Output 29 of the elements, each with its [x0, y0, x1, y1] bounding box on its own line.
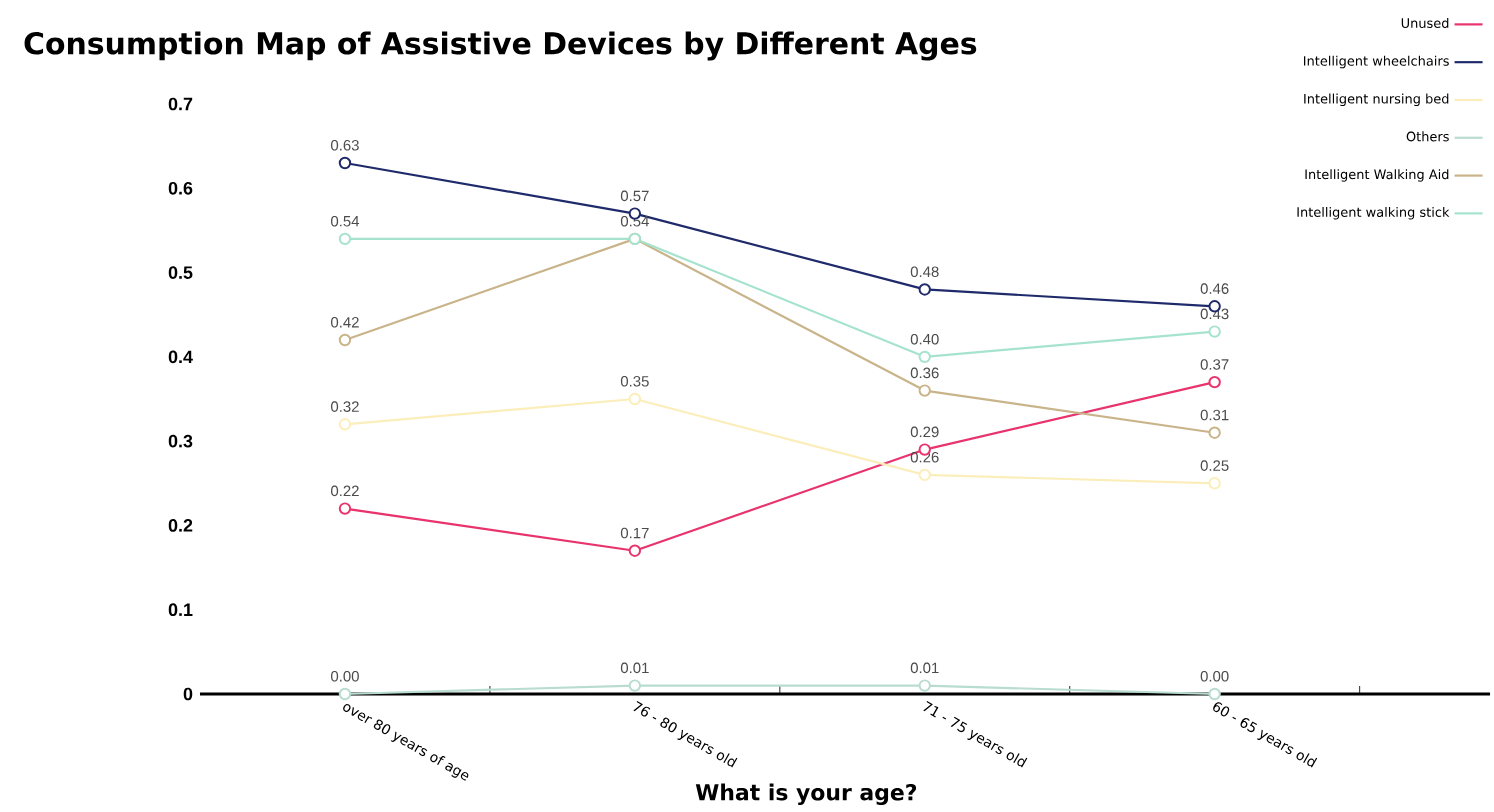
- point: [338, 232, 352, 246]
- point: [628, 392, 642, 406]
- y-tick-label: 0.2: [168, 519, 193, 532]
- y-tick-label: 0.7: [168, 97, 193, 111]
- point: [918, 679, 931, 692]
- point: [1208, 687, 1221, 701]
- y-tick-label: 0.6: [168, 181, 193, 195]
- y-tick-label: 0.4: [168, 350, 193, 364]
- point: [338, 502, 352, 515]
- y-tick-label: 0.5: [168, 266, 193, 279]
- point: [338, 156, 352, 170]
- point: [918, 468, 931, 482]
- point: [628, 544, 642, 557]
- point: [338, 418, 352, 431]
- y-tick-label: 0.3: [168, 434, 193, 448]
- point: [1208, 477, 1221, 490]
- point: [918, 384, 931, 397]
- point: [918, 283, 931, 296]
- chart-title: Consumption Map of Assistive Devices by Different Ages: [24, 31, 977, 61]
- point: [338, 687, 352, 701]
- point: [628, 679, 642, 692]
- y-tick-label: 0.1: [168, 603, 193, 617]
- point: [918, 350, 931, 364]
- point: [338, 333, 352, 347]
- y-tick-label: 0: [183, 687, 193, 701]
- point: [1208, 325, 1221, 338]
- point: [1208, 426, 1221, 439]
- point: [1208, 375, 1221, 389]
- x-axis-title: What is your age?: [695, 783, 917, 805]
